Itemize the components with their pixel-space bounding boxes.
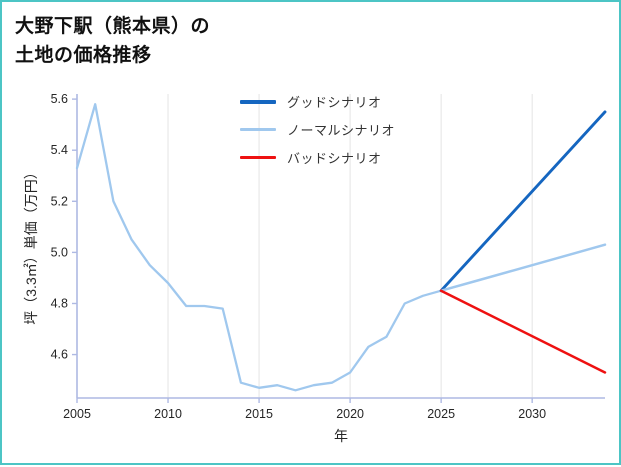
y-tick-label: 5.4 xyxy=(51,143,68,157)
legend-label-good: グッドシナリオ xyxy=(287,95,382,110)
y-tick-label: 4.6 xyxy=(51,348,68,362)
x-tick-label: 2025 xyxy=(427,407,455,421)
normal-scenario-line-swatch xyxy=(240,128,276,131)
bad-scenario-line-swatch xyxy=(240,156,276,159)
y-tick-label: 4.8 xyxy=(51,296,68,310)
series-line-1 xyxy=(439,110,607,293)
good-scenario-line-swatch xyxy=(240,99,276,104)
y-tick-label: 5.2 xyxy=(51,194,68,208)
y-tick-label: 5.6 xyxy=(51,92,68,106)
x-axis-label: 年 xyxy=(334,428,348,444)
series-line-0 xyxy=(75,103,443,392)
page-title-line2: 土地の価格推移 xyxy=(15,44,152,66)
legend-item-good: グッドシナリオ xyxy=(240,92,395,111)
series-line-2 xyxy=(439,243,607,292)
chart-legend: グッドシナリオ ノーマルシナリオ バッドシナリオ xyxy=(240,92,395,167)
legend-label-bad: バッドシナリオ xyxy=(287,151,382,166)
page-title-line1: 大野下駅（熊本県）の xyxy=(15,16,211,37)
legend-item-bad: バッドシナリオ xyxy=(240,148,395,167)
x-tick-label: 2020 xyxy=(336,407,364,421)
x-tick-label: 2030 xyxy=(518,407,546,421)
x-tick-label: 2010 xyxy=(154,407,182,421)
x-tick-label: 2015 xyxy=(245,407,273,421)
series-line-3 xyxy=(439,289,607,374)
y-axis-label: 坪（3.3㎡）単価（万円） xyxy=(23,165,39,325)
legend-label-normal: ノーマルシナリオ xyxy=(287,123,396,138)
page-title: 大野下駅（熊本県）の 土地の価格推移 xyxy=(15,13,210,70)
x-tick-label: 2005 xyxy=(63,407,91,421)
legend-item-normal: ノーマルシナリオ xyxy=(240,120,395,139)
y-tick-label: 5.0 xyxy=(51,245,68,259)
